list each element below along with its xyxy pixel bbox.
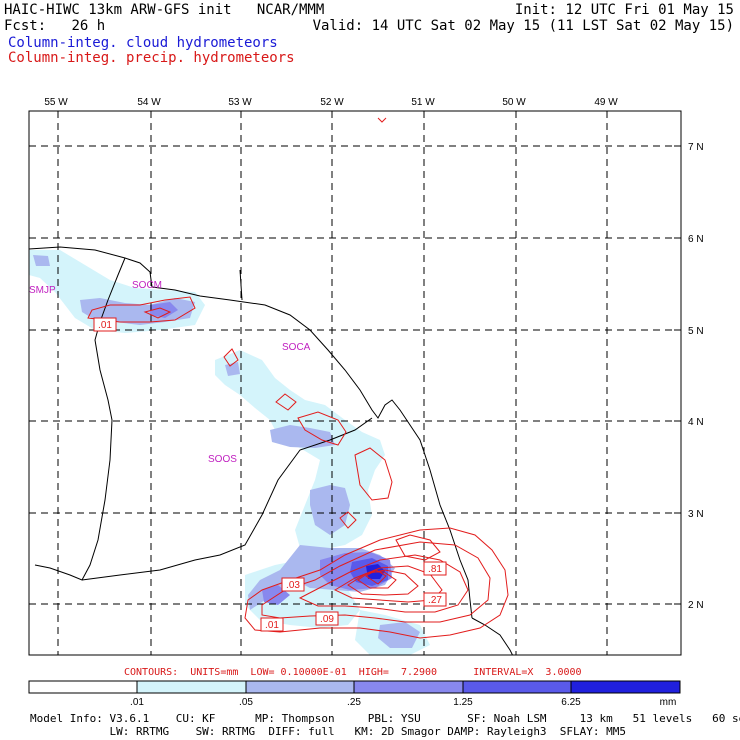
- station-labels: SMJP SOCM SOCA SOOS: [29, 280, 311, 465]
- field-cloud-label: Column-integ. cloud hydrometeors: [8, 35, 278, 51]
- model-info-line1: Model Info: V3.6.1 CU: KF MP: Thompson P…: [30, 712, 740, 725]
- station-label: SMJP: [29, 285, 56, 296]
- brazil-border: [81, 417, 373, 581]
- contour-label: .03: [286, 580, 300, 591]
- valid-time: Valid: 14 UTC Sat 02 May 15 (11 LST Sat …: [312, 18, 734, 34]
- lat-label: 5 N: [688, 326, 704, 337]
- lat-label: 7 N: [688, 142, 704, 153]
- amapa-coast: [471, 617, 514, 655]
- lon-label: 54 W: [137, 97, 161, 108]
- contour-label: .81: [428, 564, 442, 575]
- colorbar-bin: [462, 680, 572, 694]
- colorbar-ticks: .01 .05 .25 1.25 6.25 mm: [130, 697, 676, 708]
- lat-label: 4 N: [688, 417, 704, 428]
- lat-label: 3 N: [688, 509, 704, 520]
- lon-label: 50 W: [502, 97, 526, 108]
- lon-label: 53 W: [228, 97, 252, 108]
- station-label: SOCM: [132, 280, 162, 291]
- cloud-shading: [29, 250, 430, 655]
- model-info-line2: LW: RRTMG SW: RRTMG DIFF: full KM: 2D Sm…: [30, 725, 627, 738]
- contour-label: .09: [320, 614, 334, 625]
- colorbar-tick: 1.25: [453, 697, 473, 708]
- init-time: Init: 12 UTC Fri 01 May 15: [514, 2, 734, 18]
- lon-label: 55 W: [44, 97, 68, 108]
- graticule: [29, 111, 681, 655]
- contour-label: .01: [98, 320, 112, 331]
- lon-labels: 55 W 54 W 53 W 52 W 51 W 50 W 49 W: [44, 97, 618, 108]
- colorbar-bin: [353, 680, 464, 694]
- colorbar: [28, 680, 681, 694]
- contour-label: .01: [265, 620, 279, 631]
- lat-label: 6 N: [688, 234, 704, 245]
- colorbar-tick: .25: [347, 697, 361, 708]
- axis-ticks: [57, 111, 681, 605]
- field-precip-label: Column-integ. precip. hydrometeors: [8, 50, 295, 66]
- colorbar-bin: [570, 680, 681, 694]
- colorbar-units: mm: [660, 697, 677, 708]
- colorbar-tick: .05: [239, 697, 253, 708]
- fcst-value: 26 h: [71, 18, 106, 34]
- lat-label: 2 N: [688, 600, 704, 611]
- colorbar-bin: [136, 680, 247, 694]
- lon-label: 49 W: [594, 97, 618, 108]
- contour-label: .27: [428, 595, 442, 606]
- contours-info: CONTOURS: UNITS=mm LOW= 0.10000E-01 HIGH…: [124, 667, 582, 678]
- suriname-border: [34, 257, 126, 581]
- colorbar-tick: 6.25: [561, 697, 581, 708]
- lon-label: 52 W: [320, 97, 344, 108]
- lon-label: 51 W: [411, 97, 435, 108]
- colorbar-bin: [245, 680, 355, 694]
- contour-labels: .01 .03 .09 .01 .81 .27: [93, 317, 447, 632]
- coastlines: [29, 246, 514, 655]
- fcst-label: Fcst:: [4, 18, 47, 34]
- plot-title: HAIC-HIWC 13km ARW-GFS init NCAR/MMM: [4, 2, 325, 18]
- lat-labels: 7 N 6 N 5 N 4 N 3 N 2 N: [688, 142, 704, 611]
- colorbar-bin: [28, 680, 138, 694]
- station-label: SOOS: [208, 454, 237, 465]
- colorbar-tick: .01: [130, 697, 144, 708]
- precip-contours: [87, 117, 509, 639]
- forecast-label: Fcst: 26 h: [4, 18, 105, 34]
- atlantic-coastline: [151, 286, 473, 619]
- station-label: SOCA: [282, 342, 311, 353]
- plot-border: [28, 110, 682, 656]
